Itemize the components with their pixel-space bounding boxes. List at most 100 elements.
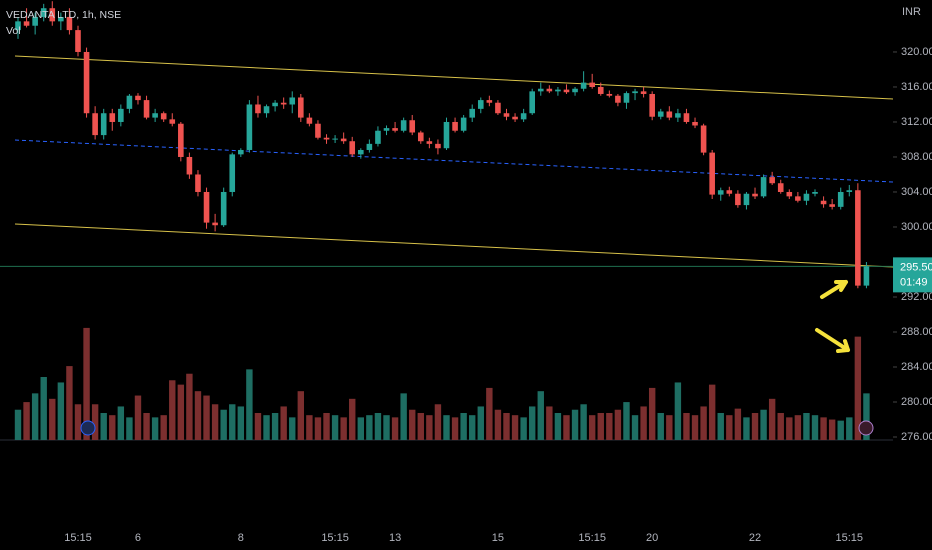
candle-body — [246, 104, 253, 150]
candle-body — [160, 113, 167, 120]
volume-bar — [786, 417, 793, 440]
currency-label: INR — [902, 6, 921, 18]
y-tick-label: 284.00 — [901, 361, 932, 373]
candle-body — [589, 82, 595, 87]
candle-body — [152, 113, 158, 118]
volume-bar — [717, 413, 724, 440]
candle-body — [92, 113, 98, 136]
volume-bar — [366, 415, 373, 440]
volume-bar — [743, 417, 750, 440]
volume-bar — [537, 391, 544, 440]
event-icon[interactable] — [80, 420, 96, 436]
candle-body — [383, 128, 390, 131]
candle-body — [632, 91, 638, 94]
x-tick-label: 8 — [238, 532, 244, 544]
volume-bar — [563, 415, 570, 440]
candle-body — [555, 89, 561, 92]
x-tick-label: 15:15 — [321, 532, 349, 544]
candle-body — [426, 141, 433, 144]
candle-body — [615, 95, 621, 103]
volume-bar — [469, 415, 476, 440]
y-tick-label: 304.00 — [901, 186, 932, 198]
volume-bar — [854, 336, 862, 440]
volume-bar — [580, 404, 587, 440]
volume-bar — [391, 417, 399, 440]
candle-body — [109, 113, 116, 122]
volume-bar — [74, 404, 82, 440]
candle-body — [752, 193, 758, 197]
candle-body — [495, 102, 501, 114]
volume-bar — [751, 413, 759, 440]
candle-body — [597, 86, 604, 94]
candle-body — [803, 193, 810, 201]
volume-bar — [143, 413, 150, 440]
candle-body — [683, 113, 690, 122]
candle-body — [58, 16, 64, 22]
candle-body — [323, 137, 330, 140]
candle-body — [580, 82, 587, 89]
volume-bar — [426, 415, 433, 440]
volume-bar — [486, 387, 493, 440]
candle-body — [40, 8, 47, 17]
volume-bar — [554, 413, 562, 440]
volume-bar — [49, 398, 56, 440]
candle-body — [238, 149, 244, 155]
candle-body — [546, 88, 553, 92]
volume-bar — [494, 409, 502, 440]
x-tick-label: 20 — [646, 532, 658, 544]
volume-bar — [666, 415, 673, 440]
volume-bar — [203, 395, 210, 440]
volume-bar — [503, 413, 510, 440]
candle-body — [503, 113, 510, 117]
y-tick-label: 312.00 — [901, 116, 932, 128]
volume-bar — [297, 391, 305, 440]
volume-bar — [229, 404, 236, 440]
candle-body — [400, 120, 407, 131]
candle-body — [126, 95, 133, 109]
annotation-arrow — [820, 280, 848, 299]
candle-body — [649, 93, 655, 117]
volume-bar — [100, 413, 107, 440]
volume-bar — [529, 406, 536, 440]
candle-body — [666, 111, 673, 118]
event-icon[interactable] — [858, 420, 874, 436]
candle-body — [143, 100, 150, 118]
volume-bar — [674, 382, 682, 440]
candles — [15, 1, 870, 289]
candle-body — [195, 174, 201, 192]
y-tick-label: 288.00 — [901, 326, 932, 338]
volume-bar — [306, 415, 313, 440]
volume-bar — [340, 417, 347, 440]
volume-bar — [794, 415, 802, 440]
candle-body — [229, 154, 236, 192]
price-box — [893, 257, 932, 293]
volume-bar — [863, 393, 870, 440]
volume-bar — [657, 413, 664, 440]
volume-bar — [177, 384, 185, 440]
candle-body — [306, 117, 313, 124]
volume-bar — [546, 406, 553, 440]
volume-bar — [357, 417, 364, 440]
x-tick-label: 6 — [135, 532, 141, 544]
candle-body — [23, 21, 30, 26]
candle-body — [83, 51, 90, 114]
volume-bar — [837, 420, 844, 440]
candle-body — [100, 113, 107, 136]
volume-bar — [477, 406, 484, 440]
x-tick-label: 15:15 — [836, 532, 864, 544]
x-tick-label: 15:15 — [578, 532, 606, 544]
y-tick-label: 300.00 — [901, 221, 932, 233]
candle-body — [135, 95, 141, 101]
candle-body — [717, 190, 724, 195]
volume-bar — [271, 413, 279, 440]
volume-bar — [254, 413, 262, 440]
volume-bar — [760, 409, 767, 440]
candle-body — [837, 191, 844, 207]
candle-body — [863, 266, 870, 286]
candle-body — [735, 193, 741, 206]
candle-body — [640, 91, 647, 94]
volume-bar — [820, 417, 827, 440]
volume-bar — [314, 417, 322, 440]
volume-bar — [460, 413, 467, 440]
candle-body — [178, 123, 184, 157]
